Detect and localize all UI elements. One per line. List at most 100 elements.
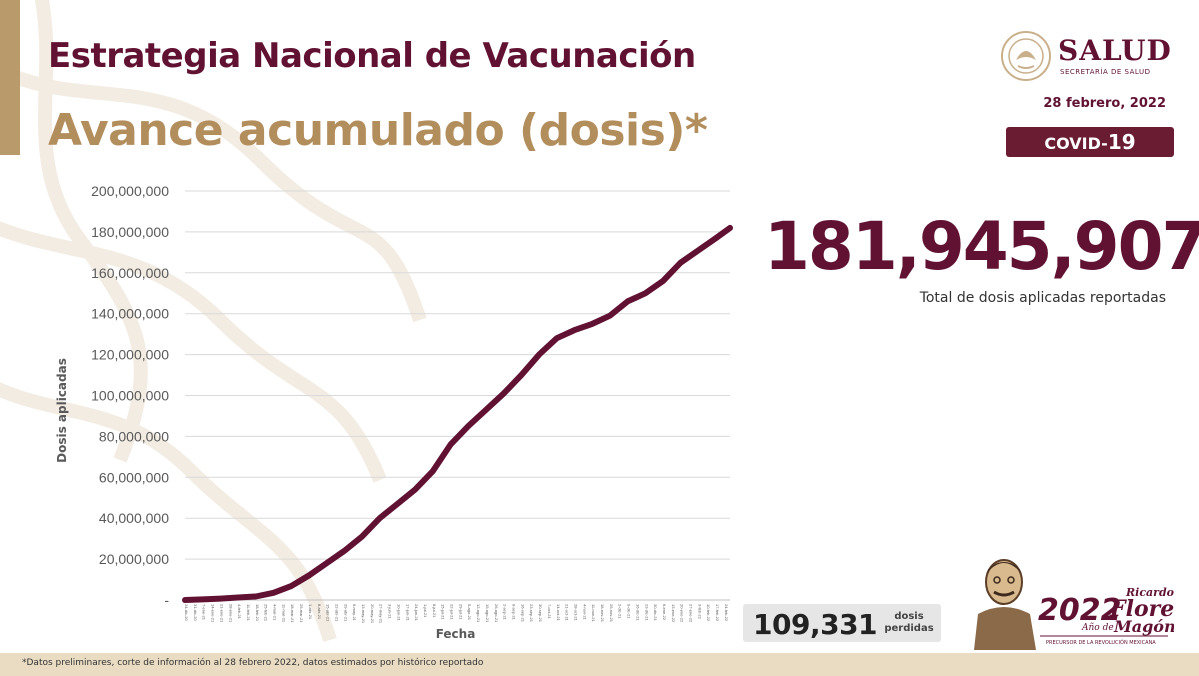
x-tick-label: 13-ene-22 xyxy=(671,604,676,623)
salud-logo-text: SALUD xyxy=(1058,34,1172,67)
y-tick-label: - xyxy=(164,592,169,608)
x-tick-label: 24-feb-22 xyxy=(724,604,729,622)
x-tick-label: 21-oct-21 xyxy=(565,604,570,622)
x-tick-label: 23-sep-21 xyxy=(529,604,534,623)
y-tick-label: 120,000,000 xyxy=(91,347,169,363)
x-tick-label: 22-jul-21 xyxy=(450,604,455,620)
x-tick-label: 25-nov-21 xyxy=(609,604,614,623)
y-tick-label: 80,000,000 xyxy=(99,428,169,444)
x-tick-label: 28-oct-21 xyxy=(573,604,578,622)
footer-bar xyxy=(0,653,1199,676)
x-tick-label: 24-dic-20 xyxy=(184,604,189,621)
logo-name-first: Ricardo xyxy=(1125,586,1174,599)
logo-name-mid: Flores xyxy=(1109,596,1174,622)
x-tick-label: 16-dic-21 xyxy=(635,604,640,621)
x-tick-label: 16-sep-21 xyxy=(520,604,525,623)
x-tick-label: 23-dic-21 xyxy=(644,604,649,621)
x-tick-label: 3-feb-22 xyxy=(697,604,702,620)
x-tick-label: 8-abr-21 xyxy=(317,604,322,620)
x-tick-label: 14-oct-21 xyxy=(556,604,561,622)
x-tick-label: 21-ene-21 xyxy=(219,604,224,623)
x-tick-label: 11-feb-21 xyxy=(246,604,251,622)
footnote: *Datos preliminares, corte de informació… xyxy=(22,658,484,668)
x-tick-label: 7-ene-21 xyxy=(202,604,207,621)
total-doses-value: 181,945,907 xyxy=(764,208,1199,285)
lost-doses-label: dosis perdidas xyxy=(881,611,937,635)
x-tick-label: 15-abr-21 xyxy=(326,604,331,622)
x-tick-label: 22-abr-21 xyxy=(334,604,339,622)
x-tick-label: 10-feb-22 xyxy=(706,604,711,622)
x-tick-label: 3-jun-21 xyxy=(388,604,393,619)
y-tick-label: 20,000,000 xyxy=(99,551,169,567)
x-tick-label: 19-ago-21 xyxy=(485,604,490,623)
logo-year: 2022 xyxy=(1038,593,1122,628)
y-tick-label: 60,000,000 xyxy=(99,469,169,485)
x-tick-label: 17-jun-21 xyxy=(405,604,410,622)
cumulative-doses-chart: - 20,000,000 40,000,000 60,000,000 80,000,00… xyxy=(55,183,733,641)
x-tick-label: 7-oct-21 xyxy=(547,604,552,619)
x-tick-label: 4-mar-21 xyxy=(273,604,278,621)
x-tick-label: 28-ene-21 xyxy=(228,604,233,623)
lost-doses-box: 109,331 dosis perdidas xyxy=(743,604,941,642)
y-tick-label: 100,000,000 xyxy=(91,388,169,404)
covid-badge-number: 19 xyxy=(1107,130,1136,154)
series-line xyxy=(182,224,733,603)
x-tick-label: 13-may-21 xyxy=(361,604,366,624)
y-tick-label: 40,000,000 xyxy=(99,510,169,526)
x-tick-label: 4-feb-21 xyxy=(237,604,242,620)
x-tick-label: 8-jul-21 xyxy=(432,604,437,618)
x-tick-label: 20-may-21 xyxy=(370,604,375,624)
x-tick-label: 11-nov-21 xyxy=(591,604,596,622)
portrait-icon xyxy=(974,559,1036,650)
x-tick-label: 10-jun-21 xyxy=(396,604,401,622)
y-tick-label: 140,000,000 xyxy=(91,306,169,322)
x-tick-label: 4-nov-21 xyxy=(582,604,587,621)
lost-doses-label-line2: perdidas xyxy=(884,623,934,634)
x-tick-label: 11-mar-21 xyxy=(281,604,286,623)
x-tick-label: 18-nov-21 xyxy=(600,604,605,623)
lost-doses-value: 109,331 xyxy=(753,608,878,641)
left-accent-bar xyxy=(0,0,20,155)
x-tick-label: 29-jul-21 xyxy=(458,604,463,620)
logo-tagline: PRECURSOR DE LA REVOLUCIÓN MEXICANA xyxy=(1046,639,1156,646)
logo-year-caption: Año de xyxy=(1081,623,1114,633)
x-tick-label: 29-abr-21 xyxy=(343,604,348,622)
x-tick-label: 9-sep-21 xyxy=(512,604,517,621)
x-tick-label: 17-feb-22 xyxy=(715,604,720,622)
y-tick-label: 160,000,000 xyxy=(91,265,169,281)
page-subtitle: Avance acumulado (dosis)* xyxy=(48,105,708,156)
x-tick-label: 5-ago-21 xyxy=(467,604,472,621)
x-tick-label: 27-may-21 xyxy=(379,604,384,624)
x-axis-label: Fecha xyxy=(436,627,476,641)
total-doses-caption: Total de dosis aplicadas reportadas xyxy=(919,290,1166,306)
y-tick-label: 180,000,000 xyxy=(91,224,169,240)
x-tick-label: 30-dic-21 xyxy=(653,604,658,621)
x-tick-label: 2-sep-21 xyxy=(503,604,508,621)
x-tick-label: 14-ene-21 xyxy=(211,604,216,623)
x-tick-label: 18-feb-21 xyxy=(255,604,260,622)
lost-doses-label-line1: dosis xyxy=(894,611,924,622)
x-tick-label: 9-dic-21 xyxy=(627,604,632,619)
covid-badge-prefix: COVID- xyxy=(1044,134,1108,153)
x-tick-label: 6-ene-22 xyxy=(662,604,667,621)
x-tick-label: 25-mar-21 xyxy=(299,604,304,623)
x-tick-label: 27-ene-22 xyxy=(689,604,694,623)
x-tick-label: 1-abr-21 xyxy=(308,604,313,620)
y-axis-label: Dosis aplicadas xyxy=(55,358,69,463)
x-tick-label: 1-jul-21 xyxy=(423,604,428,618)
covid-badge: COVID-19 xyxy=(1006,127,1174,157)
x-tick-label: 15-jul-21 xyxy=(441,604,446,620)
salud-logo-subtitle: SECRETARÍA DE SALUD xyxy=(1060,68,1151,76)
x-tick-label: 12-ago-21 xyxy=(476,604,481,623)
report-date: 28 febrero, 2022 xyxy=(1043,96,1166,111)
x-tick-label: 2-dic-21 xyxy=(618,604,623,619)
ricardo-flores-magon-logo: 2022 Año de Ricardo Flores Magón PRECURS… xyxy=(974,559,1174,650)
logo-name-last: Magón xyxy=(1113,617,1174,636)
x-tick-label: 6-may-21 xyxy=(352,604,357,622)
x-tick-label: 18-mar-21 xyxy=(290,604,295,623)
mexico-seal-icon xyxy=(1001,31,1051,81)
x-tick-label: 30-sep-21 xyxy=(538,604,543,623)
x-tick-label: 31-dic-20 xyxy=(193,604,198,621)
x-tick-label: 25-feb-21 xyxy=(264,604,269,622)
x-tick-label: 20-ene-22 xyxy=(680,604,685,623)
